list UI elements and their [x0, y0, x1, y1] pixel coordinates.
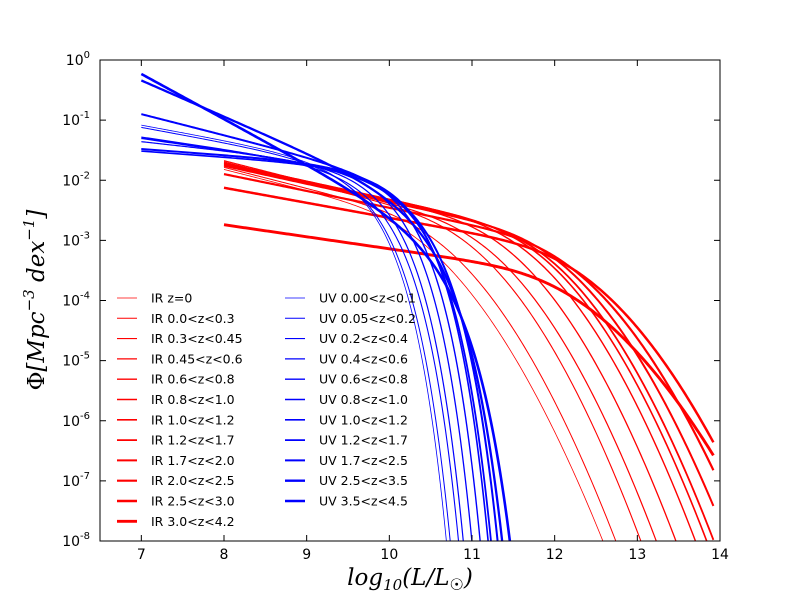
- y-tick-label: 10-8: [62, 531, 90, 550]
- y-tick-label: 10-6: [62, 411, 90, 430]
- uv-legend-label: UV 3.5<z<4.5: [319, 494, 408, 509]
- ir-legend-label: IR 3.0<z<4.2: [151, 514, 235, 529]
- y-tick-label: 10-2: [62, 170, 90, 189]
- uv-legend-label: UV 0.2<z<0.4: [319, 331, 408, 346]
- uv-legend-label: UV 0.00<z<0.1: [319, 291, 416, 306]
- ir-series-line-10: [223, 186, 715, 443]
- ir-legend-label: IR z=0: [151, 291, 192, 306]
- curves-layer: [140, 72, 715, 541]
- y-axis-label: Φ[Mpc−3 dex−1]: [20, 210, 50, 391]
- ir-legend-label: IR 1.7<z<2.0: [151, 453, 235, 468]
- y-tick-label: 10-7: [62, 471, 90, 490]
- y-tick-label: 100: [66, 50, 90, 69]
- ir-series-line-9: [223, 173, 715, 471]
- uv-legend-label: UV 0.05<z<0.2: [319, 311, 416, 326]
- uv-legend-label: UV 1.0<z<1.2: [319, 412, 408, 427]
- x-axis-label: log10(L/L☉): [347, 565, 473, 594]
- plot-background: [100, 60, 720, 541]
- y-tick-label: 10-5: [62, 351, 90, 370]
- uv-series-line-10: [140, 72, 512, 541]
- x-tick-label: 9: [302, 547, 311, 563]
- ir-legend-label: IR 2.0<z<2.5: [151, 473, 235, 488]
- ir-legend-label: IR 1.0<z<1.2: [151, 412, 235, 427]
- uv-legend-label: UV 2.5<z<3.5: [319, 473, 408, 488]
- uv-legend-label: UV 0.4<z<0.6: [319, 351, 408, 366]
- uv-legend-label: UV 0.8<z<1.0: [319, 392, 408, 407]
- legend: IR z=0 IR 0.0<z<0.3 IR 0.3<z<0.45 IR 0.45<z…: [117, 291, 416, 529]
- ir-legend-label: IR 0.0<z<0.3: [151, 311, 235, 326]
- ir-legend-label: IR 0.8<z<1.0: [151, 392, 235, 407]
- ticks-layer: 7 8 9 10 11 12 13 14 100 10-1 10-2 10-3 10-4 10-5 10-6…: [62, 50, 729, 563]
- x-tick-label: 13: [628, 547, 646, 563]
- y-tick-label: 10-4: [62, 291, 90, 310]
- uv-legend-label: UV 1.2<z<1.7: [319, 433, 408, 448]
- x-tick-label: 12: [546, 547, 564, 563]
- y-tick-label: 10-1: [62, 110, 90, 129]
- uv-series-line-5: [141, 148, 481, 541]
- x-tick-label: 11: [463, 547, 481, 563]
- x-tick-label: 14: [711, 547, 729, 563]
- uv-legend-label: UV 0.6<z<0.8: [319, 372, 408, 387]
- x-tick-label: 8: [220, 547, 229, 563]
- ir-series-line-0: [223, 169, 604, 541]
- ir-legend-label: IR 1.2<z<1.7: [151, 433, 235, 448]
- ir-legend-label: IR 2.5<z<3.0: [151, 494, 235, 509]
- x-tick-label: 10: [380, 547, 398, 563]
- uv-series-line-8: [141, 113, 499, 541]
- ir-series-line-11: [223, 223, 715, 457]
- ir-legend-label: IR 0.3<z<0.45: [151, 331, 243, 346]
- ir-legend-label: IR 0.6<z<0.8: [151, 372, 235, 387]
- plot-frame: [99, 59, 721, 542]
- ir-legend-label: IR 0.45<z<0.6: [151, 351, 243, 366]
- x-tick-label: 7: [137, 547, 146, 563]
- uv-legend-label: UV 1.7<z<2.5: [319, 453, 408, 468]
- y-tick-label: 10-3: [62, 230, 90, 249]
